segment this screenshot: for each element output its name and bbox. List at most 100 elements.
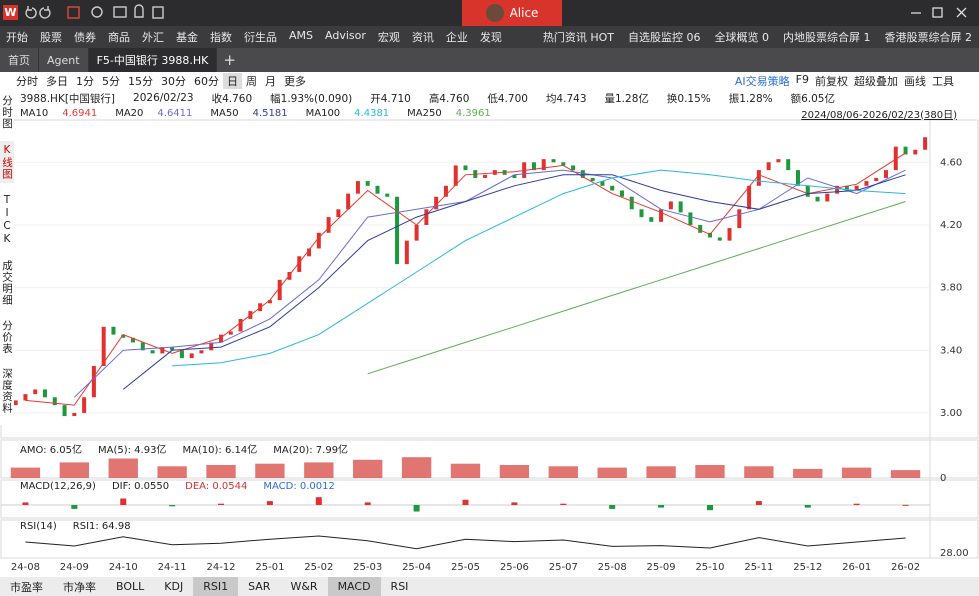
candle-body	[307, 248, 312, 257]
indicator-legend: RSI1: 64.98	[72, 521, 131, 532]
candle-body	[512, 174, 517, 178]
side-tab[interactable]: TICK	[1, 193, 13, 246]
tab[interactable]: Agent	[39, 48, 89, 72]
x-tick-label: 25-02	[304, 562, 333, 573]
period-button[interactable]: 多日	[46, 75, 68, 88]
indicator-tab[interactable]: RSI1	[193, 577, 239, 596]
period-button[interactable]: 月	[265, 75, 276, 88]
candle-body	[610, 185, 615, 191]
menu-item[interactable]: 债券	[74, 31, 96, 44]
quote-field: 2026/02/23	[133, 92, 194, 104]
period-button[interactable]: 5分	[102, 75, 120, 88]
period-button[interactable]: 15分	[128, 75, 153, 88]
indicator-legend: MA(5): 4.93亿	[97, 445, 167, 456]
quote-field: 开4.710	[370, 92, 411, 105]
ma-value: 4.4381	[354, 107, 390, 119]
indicator-tab[interactable]: W&R	[290, 580, 318, 593]
tool-button[interactable]: 画线	[904, 75, 926, 88]
menu-item[interactable]: 发现	[479, 31, 502, 44]
period-button[interactable]: 60分	[194, 75, 219, 88]
menu-link[interactable]: 热门资讯 HOT	[542, 31, 614, 44]
period-button[interactable]: 1分	[76, 75, 94, 88]
menu-item[interactable]: 外汇	[142, 31, 164, 44]
quote-field: 幅1.93%(0.090)	[270, 92, 353, 105]
menu-item[interactable]: 衍生品	[244, 31, 277, 44]
toolbar: 分时 多日 1分 5分 15分 30分 60分日周月更多 AI交易策略 F9 前复权 超级叠加 画线工…	[0, 72, 979, 90]
menu-item[interactable]: 企业	[445, 31, 468, 44]
menu-link[interactable]: 内地股票综合屏 1	[783, 31, 871, 44]
candle-body	[346, 193, 351, 210]
volume-bar	[450, 463, 481, 478]
menu-item[interactable]: 商品	[108, 31, 130, 44]
ma-value: 4.3961	[455, 107, 491, 119]
side-tab[interactable]: 分时图	[1, 95, 13, 130]
indicator-tab[interactable]: KDJ	[164, 580, 184, 593]
candle-body	[52, 397, 57, 406]
candle-body	[43, 389, 48, 398]
candle-body	[228, 331, 233, 335]
side-tab[interactable]: 分价表	[1, 319, 13, 355]
indicator-tab[interactable]: SAR	[248, 580, 271, 593]
tool-button[interactable]: F9	[795, 73, 809, 86]
side-tab[interactable]: 成交明细	[1, 259, 13, 306]
menu-item[interactable]: Advisor	[325, 29, 366, 42]
side-tab[interactable]: K线图	[0, 140, 14, 183]
candle-body	[737, 209, 742, 229]
tool-button[interactable]: 工具	[932, 75, 954, 88]
x-tick-label: 25-01	[255, 562, 284, 573]
menu-item[interactable]: 资讯	[411, 31, 434, 44]
ma-name: MA20	[115, 107, 144, 119]
period-button[interactable]: 日	[223, 73, 242, 89]
macd-bar	[462, 499, 469, 505]
candle-body	[336, 209, 341, 218]
menu-link[interactable]: 自选股监控 06	[628, 31, 701, 44]
menu-item[interactable]: 指数	[210, 31, 232, 44]
panel-frame	[0, 119, 979, 439]
ma-entry: MA250 4.3961	[401, 108, 497, 119]
menu-item[interactable]: 股票	[40, 31, 62, 44]
menu-item[interactable]: 基金	[176, 31, 198, 44]
tool-button[interactable]: 前复权	[815, 75, 848, 88]
tool-button[interactable]: 超级叠加	[854, 75, 898, 88]
user-tab[interactable]: Alice	[462, 0, 562, 26]
period-button[interactable]: 更多	[284, 75, 306, 88]
window-controls[interactable]	[905, 0, 975, 26]
new-tab[interactable]: +	[223, 51, 236, 69]
indicator-tab[interactable]: MACD	[327, 577, 381, 596]
candle-body	[326, 217, 331, 233]
menu-item[interactable]: 开始	[6, 31, 28, 44]
menu-link[interactable]: 香港股票综合屏 2	[884, 31, 973, 44]
macd-bar	[755, 501, 762, 505]
menu-item[interactable]: AMS	[289, 29, 313, 42]
side-tab[interactable]: 深度资料	[1, 368, 13, 414]
indicator-tab[interactable]: RSI	[390, 580, 409, 593]
y-tick-label: 3.40	[940, 345, 962, 356]
y-tick-label: 0	[940, 473, 946, 484]
indicator-tab[interactable]: 市净率	[63, 580, 96, 594]
menu-bar: 开始 股票 债券 商品 外汇 基金 指数 衍生品 AMS Advisor 宏观 资讯 企业 发现 热门资讯 …	[0, 26, 979, 48]
x-tick-label: 24-10	[109, 562, 138, 573]
tab[interactable]: F5-中国银行 3988.HK	[88, 48, 218, 72]
menu-item[interactable]: 宏观	[377, 31, 400, 44]
candle-body	[913, 149, 918, 155]
tool-button[interactable]: AI交易策略	[734, 75, 790, 88]
candle-body	[160, 347, 165, 354]
candle-body	[747, 185, 752, 210]
ma-line	[122, 174, 906, 390]
volume-bar	[841, 467, 872, 478]
period-button[interactable]: 周	[246, 75, 257, 88]
candle-body	[815, 196, 820, 202]
tab[interactable]: 首页	[0, 48, 39, 72]
volume-bar	[401, 457, 432, 478]
candle-body	[238, 318, 243, 332]
macd-bar	[120, 498, 127, 505]
menu-link[interactable]: 全球概览 0	[714, 31, 770, 44]
period-button[interactable]: 30分	[161, 75, 186, 88]
date-range[interactable]: 2024/08/06-2026/02/23(380日)	[801, 109, 957, 121]
indicator-tab[interactable]: BOLL	[116, 580, 145, 593]
period-button[interactable]: 分时	[16, 75, 38, 88]
macd-bar	[364, 502, 371, 505]
indicator-tab[interactable]: 市盈率	[10, 580, 43, 594]
macd-bar	[902, 504, 909, 506]
title-bar: W Alice	[0, 0, 979, 26]
